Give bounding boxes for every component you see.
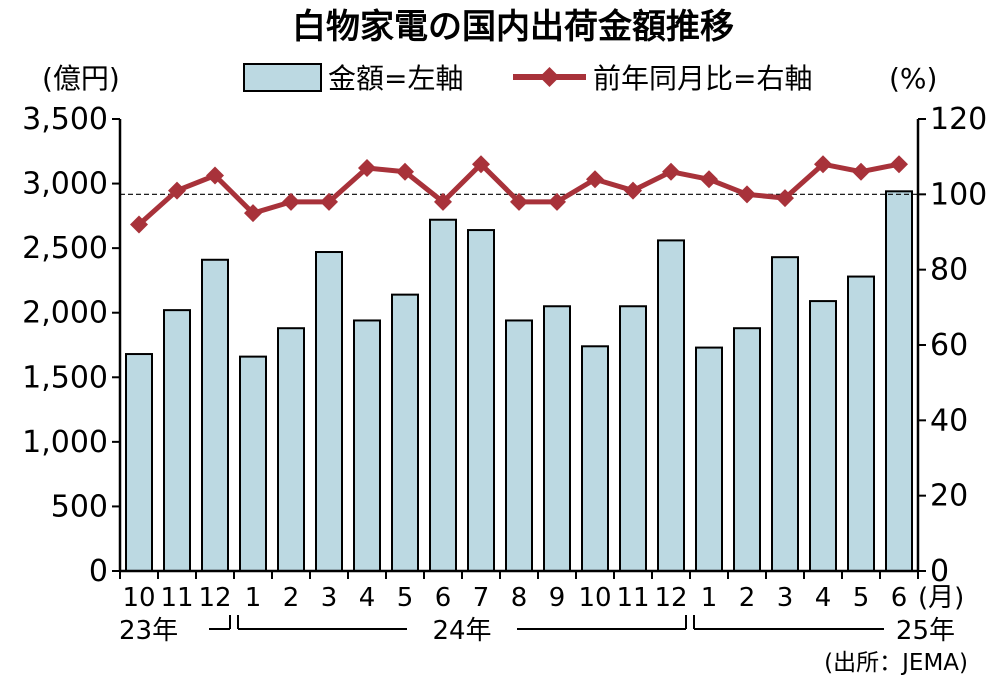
right-tick-label: 60	[930, 328, 968, 363]
year-label: 25年	[896, 616, 955, 646]
x-axis-unit: (月)	[918, 583, 964, 613]
bar	[315, 251, 343, 572]
legend: 金額=左軸 前年同月比=右軸	[243, 62, 812, 95]
x-tick-label: 10	[122, 583, 155, 613]
year-label: 24年	[432, 616, 491, 646]
left-tick-label: 500	[51, 489, 108, 524]
bar	[391, 293, 419, 572]
line-point	[396, 162, 414, 181]
legend-bar-label: 金額=左軸	[328, 62, 463, 95]
right-axis-unit: (%)	[889, 62, 937, 95]
x-tick-label: 3	[321, 583, 338, 613]
x-tick-label: 12	[198, 583, 231, 613]
bar	[695, 346, 723, 572]
x-tick-label: 2	[283, 583, 300, 613]
line-point	[586, 170, 604, 189]
left-tick-label: 0	[89, 554, 108, 589]
x-tick-label: 4	[815, 583, 832, 613]
left-tick-label: 1,000	[22, 425, 108, 460]
bar	[619, 305, 647, 572]
line-point	[624, 181, 642, 200]
year-labels: 23年 24年 25年	[119, 615, 955, 646]
x-tick-label: 11	[160, 583, 193, 613]
line-point	[662, 162, 680, 181]
x-tick-label: 6	[435, 583, 452, 613]
axes	[118, 119, 920, 579]
left-tick-label: 3,000	[22, 167, 108, 202]
x-tick-label: 12	[654, 583, 687, 613]
line-point	[510, 192, 528, 211]
bar-series	[125, 190, 913, 573]
bar	[163, 309, 191, 572]
right-tick-label: 100	[930, 177, 987, 212]
bar	[809, 300, 837, 572]
right-axis-ticks: 0 20 40 60 80 100 120	[918, 102, 987, 589]
legend-line-marker	[539, 67, 560, 87]
bar	[201, 258, 229, 572]
line-point	[168, 181, 186, 200]
line-point	[244, 204, 262, 223]
left-tick-label: 2,500	[22, 231, 108, 266]
x-tick-label: 3	[777, 583, 794, 613]
chart-title: 白物家電の国内出荷金額推移	[292, 7, 734, 47]
bar	[467, 229, 495, 572]
line-point	[434, 192, 452, 211]
line-point	[548, 192, 566, 211]
bar	[277, 327, 305, 572]
line-point	[130, 215, 148, 234]
line-point	[814, 155, 832, 174]
x-tick-label: 2	[739, 583, 756, 613]
x-tick-label: 9	[549, 583, 566, 613]
x-tick-label: 6	[891, 583, 908, 613]
year-label: 23年	[119, 616, 178, 646]
x-tick-label: 1	[245, 583, 262, 613]
bar	[733, 327, 761, 572]
x-tick-label: 10	[578, 583, 611, 613]
line-point	[358, 158, 376, 177]
x-tick-label: 1	[701, 583, 718, 613]
bar	[657, 239, 685, 572]
bar	[353, 319, 381, 572]
x-tick-label: 7	[473, 583, 490, 613]
x-tick-label: 8	[511, 583, 528, 613]
line-point	[738, 185, 756, 204]
line-point	[776, 189, 794, 208]
line-point	[472, 155, 490, 174]
source-note: (出所：JEMA)	[824, 650, 968, 676]
x-tick-label: 11	[616, 583, 649, 613]
right-tick-label: 20	[930, 479, 968, 514]
bar	[429, 218, 457, 573]
right-tick-label: 40	[930, 403, 968, 438]
line-series	[130, 155, 908, 234]
legend-bar-swatch	[243, 63, 322, 92]
left-tick-label: 1,500	[22, 360, 108, 395]
x-tick-label: 5	[397, 583, 414, 613]
left-tick-label: 2,000	[22, 296, 108, 331]
bar	[847, 275, 875, 572]
left-tick-label: 3,500	[22, 102, 108, 137]
line-point	[852, 162, 870, 181]
line-point	[890, 155, 908, 174]
x-tick-label: 4	[359, 583, 376, 613]
bar	[239, 355, 267, 572]
left-axis-ticks: 0 500 1,000 1,500 2,000 2,500 3,000 3,500	[22, 102, 120, 589]
bar	[771, 256, 799, 572]
line-point	[282, 192, 300, 211]
bar	[885, 190, 913, 572]
bar	[581, 345, 609, 573]
line-point	[206, 166, 224, 185]
legend-line-label: 前年同月比=右軸	[593, 62, 812, 95]
right-tick-label: 120	[930, 102, 987, 137]
bar	[125, 353, 153, 573]
left-axis-unit: (億円)	[42, 62, 120, 95]
line-point	[700, 170, 718, 189]
right-tick-label: 80	[930, 253, 968, 288]
right-tick-label: 0	[930, 554, 949, 589]
x-tick-label: 5	[853, 583, 870, 613]
x-axis-labels: 10 11 12 1 2 3 4 5 6 7 8 9 10 11 12 1 2 3 4 5 6	[122, 583, 907, 613]
line-point	[320, 192, 338, 211]
bar	[543, 305, 571, 572]
bar	[505, 319, 533, 572]
